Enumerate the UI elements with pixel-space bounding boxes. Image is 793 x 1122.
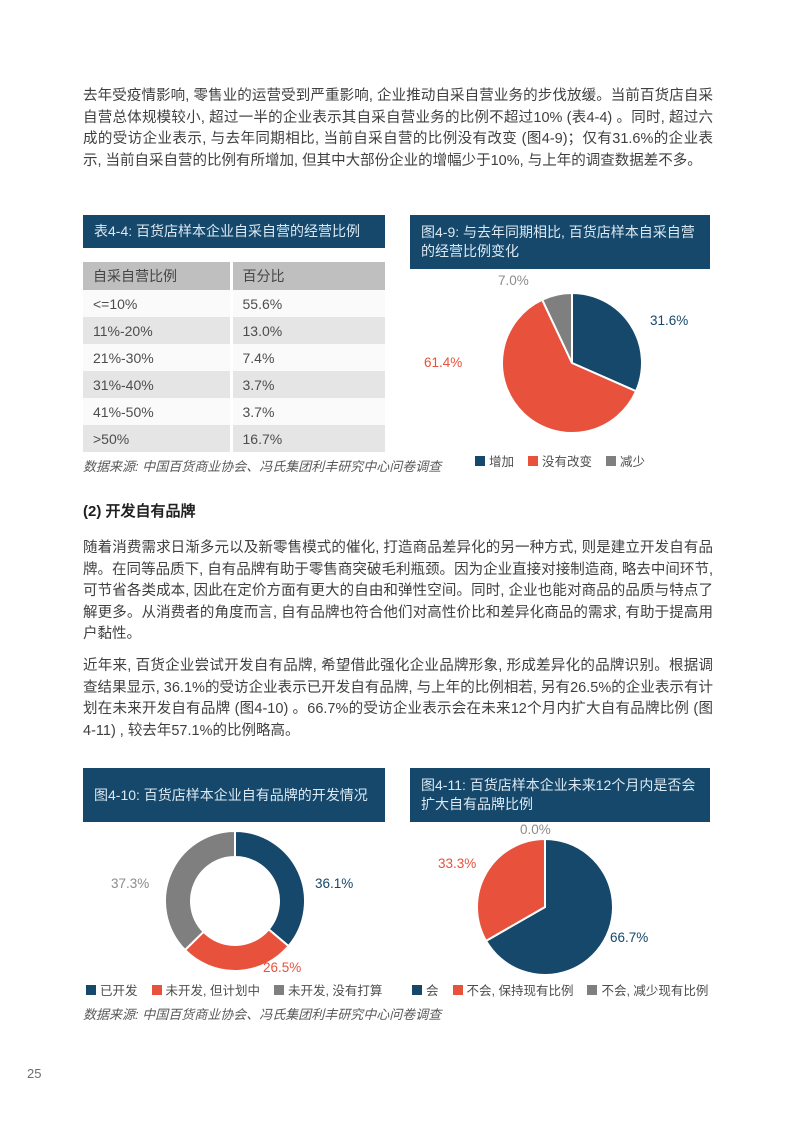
table-row: 21%-30% 7.4%: [83, 344, 385, 371]
table-4-4-title: 表4-4: 百货店样本企业自采自营的经营比例: [83, 215, 385, 248]
table-header-cell: 自采自营比例: [83, 262, 233, 290]
legend-swatch-gray: [587, 984, 598, 995]
legend-item: 会: [412, 980, 439, 999]
pie-label-wont-keep: 33.3%: [438, 856, 477, 871]
legend-item: 不会, 减少现有比例: [587, 980, 708, 999]
table-cell: 3.7%: [242, 403, 275, 420]
legend-4-11: 会 不会, 保持现有比例 不会, 减少现有比例: [412, 980, 708, 999]
legend-item: 没有改变: [527, 451, 592, 470]
pie-slice-0: [234, 829, 306, 948]
table-header-cell: 百分比: [231, 262, 385, 290]
pie-label-developed: 36.1%: [315, 876, 354, 891]
pie-chart-4-11: [476, 837, 614, 976]
legend-label: 会: [426, 984, 439, 998]
pie-slice-1: [501, 298, 638, 434]
pie-slice-2: [164, 829, 236, 952]
legend-label: 已开发: [100, 984, 138, 998]
table-cell: <=10%: [83, 290, 233, 317]
legend-item: 增加: [474, 451, 514, 470]
figure-4-11-title: 图4-11: 百货店样本企业未来12个月内是否会扩大自有品牌比例: [410, 768, 710, 822]
pie-chart-4-9: [501, 291, 643, 434]
legend-swatch-red: [151, 984, 162, 995]
figure-4-11-block: 图4-11: 百货店样本企业未来12个月内是否会扩大自有品牌比例 0.0% 33…: [410, 768, 710, 982]
legend-item: 不会, 保持现有比例: [452, 980, 574, 999]
legend-label: 未开发, 没有打算: [287, 984, 383, 998]
legend-item: 减少: [606, 451, 645, 470]
pie-label-noplan: 37.3%: [111, 876, 150, 891]
table-row: >50% 16.7%: [83, 425, 385, 452]
legend-swatch-gray: [606, 455, 616, 466]
table-cell: 11%-20%: [83, 317, 233, 344]
pie-slice-0: [571, 291, 643, 393]
table-cell: 3.7%: [242, 376, 275, 393]
legend-swatch-red: [452, 984, 463, 995]
section-heading: (2) 开发自有品牌: [83, 503, 196, 520]
legend-label: 增加: [488, 455, 514, 469]
pie-slice-0: [484, 837, 614, 976]
figure-4-9-title: 图4-9: 与去年同期相比, 百货店样本自采自营的经营比例变化: [410, 215, 710, 269]
legend-4-10: 已开发 未开发, 但计划中 未开发, 没有打算: [86, 980, 382, 999]
legend-label: 没有改变: [541, 455, 592, 469]
table-cell: 21%-30%: [83, 344, 233, 371]
legend-label: 不会, 保持现有比例: [466, 984, 574, 998]
paragraph-brands-2: 近年来, 百货企业尝试开发自有品牌, 希望借此强化企业品牌形象, 形成差异化的品…: [83, 658, 713, 739]
figure-4-10-block: 图4-10: 百货店样本企业自有品牌的开发情况 37.3% 36.1% 26.5…: [83, 768, 385, 982]
legend-swatch-navy: [474, 455, 485, 466]
figure-4-10-chart: 37.3% 36.1% 26.5%: [83, 822, 385, 982]
table-header-row: 自采自营比例 百分比: [83, 262, 385, 290]
table-cell: 31%-40%: [83, 371, 233, 398]
pie-label-decrease: 7.0%: [498, 273, 529, 288]
pie-slice-2: [540, 291, 573, 364]
table-cell: 7.4%: [242, 349, 275, 366]
figure-4-9-chart: 7.0% 31.6% 61.4%: [410, 269, 710, 449]
paragraph-intro: 去年受疫情影响, 零售业的运营受到严重影响, 企业推动自采自营业务的步伐放缓。当…: [83, 88, 713, 169]
legend-label: 减少: [620, 455, 646, 469]
legend-label: 未开发, 但计划中: [165, 984, 260, 998]
legend-swatch-gray: [273, 984, 284, 995]
table-row: <=10% 55.6%: [83, 290, 385, 317]
page-number: 25: [27, 1066, 42, 1081]
table-cell: >50%: [83, 425, 233, 452]
pie-slice-1: [476, 837, 546, 943]
legend-swatch-red: [527, 455, 538, 466]
figure-4-10-title: 图4-10: 百货店样本企业自有品牌的开发情况: [83, 768, 385, 822]
table-4-4: 自采自营比例 百分比 <=10% 55.6% 11%-20% 13.0% 21%-30%…: [83, 262, 385, 452]
charts-source: 数据来源: 中国百货商业协会、冯氏集团利丰研究中心问卷调查: [83, 1007, 442, 1022]
legend-label: 不会, 减少现有比例: [601, 984, 709, 998]
figure-4-11-chart: 0.0% 33.3% 66.7%: [410, 822, 710, 982]
pie-label-planned: 26.5%: [263, 960, 302, 975]
pie-label-nochange: 61.4%: [424, 355, 463, 370]
pie-label-increase: 31.6%: [650, 313, 689, 328]
table-cell: 13.0%: [242, 322, 283, 339]
legend-item: 未开发, 但计划中: [151, 980, 260, 999]
legend-4-9: 增加 没有改变 减少: [410, 451, 710, 470]
pie-label-will: 66.7%: [610, 930, 649, 945]
table-cell: 55.6%: [242, 295, 283, 312]
legend-item: 未开发, 没有打算: [273, 980, 383, 999]
paragraph-brands-1: 随着消费需求日渐多元以及新零售模式的催化, 打造商品差异化的另一种方式, 则是建…: [83, 540, 713, 643]
pie-label-wont-reduce: 0.0%: [520, 822, 551, 837]
table-cell: 16.7%: [242, 430, 283, 447]
table-row: 41%-50% 3.7%: [83, 398, 385, 425]
table-source: 数据来源: 中国百货商业协会、冯氏集团利丰研究中心问卷调查: [83, 459, 442, 474]
donut-chart-4-10: [164, 829, 306, 972]
legend-swatch-navy: [86, 984, 96, 995]
legend-swatch-navy: [412, 984, 422, 995]
table-row: 11%-20% 13.0%: [83, 317, 385, 344]
table-4-4-block: 表4-4: 百货店样本企业自采自营的经营比例 自采自营比例 百分比 <=10% 5…: [83, 215, 385, 452]
table-row: 31%-40% 3.7%: [83, 371, 385, 398]
table-cell: 41%-50%: [83, 398, 233, 425]
figure-4-9-block: 图4-9: 与去年同期相比, 百货店样本自采自营的经营比例变化 7.0% 31.…: [410, 215, 710, 470]
legend-item: 已开发: [86, 980, 138, 999]
